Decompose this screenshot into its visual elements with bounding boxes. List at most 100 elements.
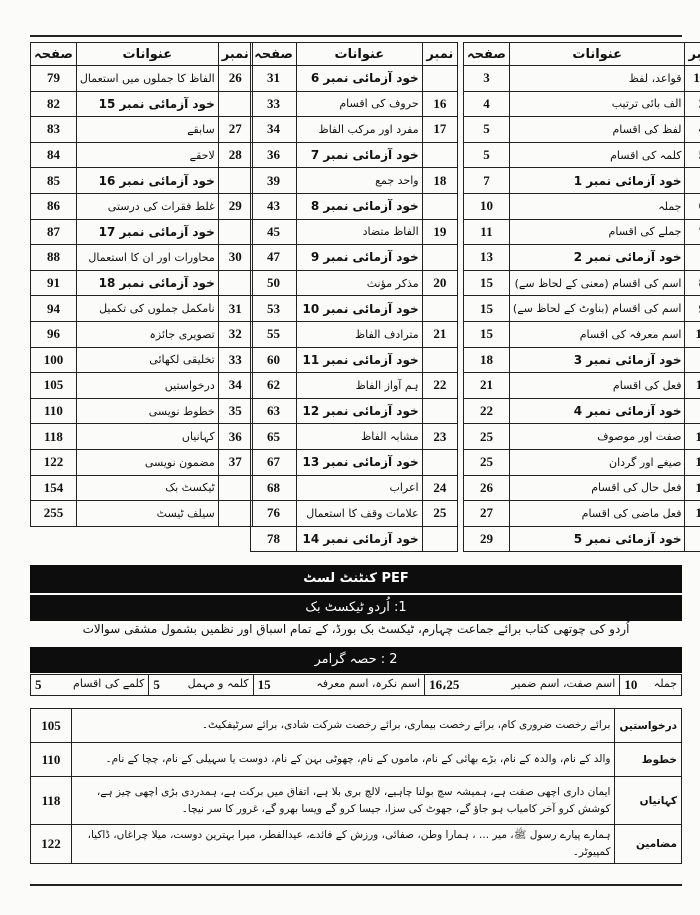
grammar-item-label: اسم صفت، اسم ضمیر	[511, 677, 616, 690]
toc-table-2: نمبر عنوانات صفحہ خود آزمائی نمبر 6 31 16 حروف…	[249, 42, 459, 553]
column-header-title: عنوانات	[508, 42, 686, 66]
row-page: 39	[249, 167, 298, 194]
row-number	[684, 397, 700, 425]
grammar-item: کلمے کی اقسام 5	[29, 674, 150, 696]
grammar-item-page: 10	[624, 677, 638, 692]
toc-row: 34 درخواستیں 105	[30, 372, 253, 399]
row-title: خود آزمائی نمبر 3	[508, 346, 686, 374]
toc-row: 30 محاورات اور ان کا استعمال 88	[30, 244, 253, 271]
row-page: 31	[249, 65, 298, 92]
row-number: 32	[217, 320, 253, 348]
row-title: مفرد اور مرکب الفاظ	[296, 116, 423, 143]
toc-row: 16 حروف کی اقسام 33	[249, 90, 459, 118]
row-page: 7	[463, 167, 510, 194]
row-title: خود آزمائی نمبر 18	[75, 269, 219, 297]
toc-row: خود آزمائی نمبر 18 91	[30, 269, 253, 297]
row-page: 62	[249, 372, 298, 399]
row-number	[421, 192, 459, 220]
column-header-number: نمبر	[684, 42, 700, 66]
row-number: 35	[217, 397, 253, 425]
toc-row: خود آزمائی نمبر 11 60	[249, 346, 459, 374]
section-1-description: اُردو کی چوتھی کتاب برائے جماعت چہارم، ٹ…	[82, 622, 630, 636]
toc-row: 35 خطوط نویسی 110	[30, 397, 253, 425]
row-number	[421, 397, 459, 425]
row-page: 45	[249, 218, 298, 246]
row-title: لاحقے	[75, 141, 219, 169]
row-title: خود آزمائی نمبر 12	[296, 397, 423, 425]
row-page: 84	[30, 141, 77, 169]
row-title: الف بائی ترتیب	[508, 90, 686, 118]
grammar-item: اسم نکرہ، اسم معرفہ 15	[252, 674, 426, 696]
row-title: کہانیاں	[75, 423, 219, 450]
row-page: 33	[249, 90, 298, 118]
row-title: لفظ کی اقسام	[508, 116, 686, 143]
row-title: ٹیکسٹ بک	[75, 474, 219, 502]
row-number: 13	[684, 448, 700, 476]
row-page: 26	[463, 474, 510, 502]
row-title: نامکمل جملوں کی تکمیل	[75, 295, 219, 322]
toc-row: 32 تصویری جائزہ 96	[30, 320, 253, 348]
toc-row: 24 اعراب 68	[249, 474, 459, 502]
toc-row: ٹیکسٹ بک 154	[30, 474, 253, 502]
section-page: 122	[30, 824, 72, 864]
toc-row: 17 مفرد اور مرکب الفاظ 34	[249, 116, 459, 143]
row-number: 3	[684, 90, 700, 118]
row-title: فعل ماضی کی اقسام	[508, 500, 686, 527]
grammar-item-label: کلمہ و مہمل	[187, 677, 249, 690]
row-number: 5	[684, 141, 700, 169]
grammar-item-label: جملہ	[653, 677, 677, 690]
row-title: خود آزمائی نمبر 6	[296, 65, 423, 92]
row-title: سیلف ٹیسٹ	[75, 500, 219, 527]
grammar-item-page: 16،25	[429, 677, 460, 692]
row-page: 63	[249, 397, 298, 425]
row-page: 55	[249, 320, 298, 348]
row-page: 96	[30, 320, 77, 348]
bottom-rule	[30, 884, 682, 886]
row-page: 67	[249, 448, 298, 476]
toc-row: 29 غلط فقرات کی درستی 86	[30, 192, 253, 220]
row-number: 23	[421, 423, 459, 450]
row-number: 12	[684, 423, 700, 450]
toc-row: 26 الفاظ کا جملوں میں استعمال 79	[30, 65, 253, 92]
row-number: 20	[421, 269, 459, 297]
section-row: کہانیاں ایمان داری اچھی صفت ہے، ہمیشہ سچ …	[30, 776, 682, 825]
column-header-page: صفحہ	[249, 42, 298, 66]
row-page: 53	[249, 295, 298, 322]
row-page: 83	[30, 116, 77, 143]
row-title: قواعد، لفظ	[508, 65, 686, 92]
toc-row: 23 مشابہ الفاظ 65	[249, 423, 459, 450]
row-page: 118	[30, 423, 77, 450]
row-number: 18	[421, 167, 459, 194]
section-label: کہانیاں	[614, 776, 682, 825]
row-number: 24	[421, 474, 459, 502]
row-number: 33	[217, 346, 253, 374]
row-number	[217, 269, 253, 297]
toc-row: خود آزمائی نمبر 14 78	[249, 525, 459, 553]
row-number	[217, 500, 253, 527]
row-number: 17	[421, 116, 459, 143]
row-title: خطوط نویسی	[75, 397, 219, 425]
toc-row: 25 علامات وقف کا استعمال 76	[249, 500, 459, 527]
row-page: 15	[463, 269, 510, 297]
toc-row: 6جملہ10	[463, 192, 700, 220]
row-number: 15	[684, 500, 700, 527]
toc-row: 33 تخلیقی لکھائی 100	[30, 346, 253, 374]
toc-row: خود آزمائی نمبر 12 63	[249, 397, 459, 425]
row-page: 76	[249, 500, 298, 527]
row-number: 7	[684, 218, 700, 246]
row-title: ہم آواز الفاظ	[296, 372, 423, 399]
row-number: 30	[217, 244, 253, 271]
row-page: 65	[249, 423, 298, 450]
row-title: مترادف الفاظ	[296, 320, 423, 348]
row-number: 4	[684, 116, 700, 143]
toc-row: خود آزمائی نمبر 2 13	[463, 244, 700, 271]
grammar-table: جملہ 10 اسم صفت، اسم ضمیر 16،25 اسم نکرہ، اس…	[29, 674, 682, 696]
toc-row: خود آزمائی نمبر 10 53	[249, 295, 459, 322]
row-page: 5	[463, 116, 510, 143]
